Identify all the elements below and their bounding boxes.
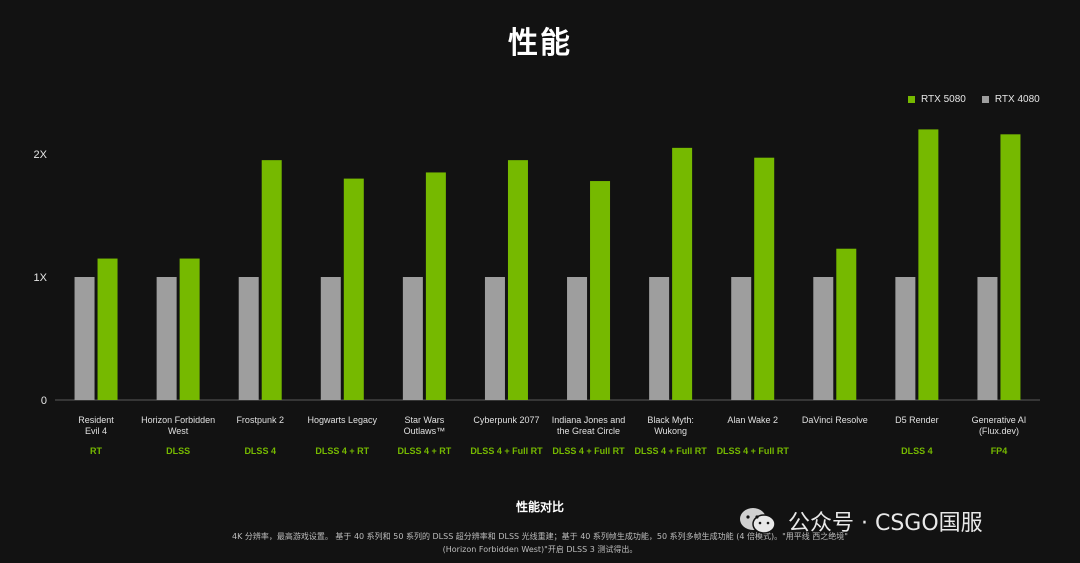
x-category-tag: DLSS 4 + RT [397, 446, 451, 456]
bar-rtx4080 [74, 277, 95, 400]
x-category-tag: DLSS 4 + RT [315, 446, 369, 456]
x-category-tag: DLSS 4 + Full RT [552, 446, 625, 456]
legend-item-rtx5080: RTX 5080 [908, 94, 966, 105]
legend-swatch-rtx5080 [908, 96, 915, 103]
footnote-line-2: (Horizon Forbidden West)"开启 DLSS 3 测试得出。 [442, 545, 638, 554]
bar-rtx5080 [590, 181, 611, 400]
wechat-icon [740, 508, 776, 534]
legend-label-rtx5080: RTX 5080 [921, 94, 966, 105]
x-category-label: Black Myth: [647, 415, 694, 425]
bar-rtx5080 [425, 172, 446, 400]
x-category-label: Outlaws™ [404, 426, 446, 436]
x-category-tag: DLSS 4 [244, 446, 276, 456]
x-category-label: Hogwarts Legacy [308, 415, 378, 425]
x-category-label: Indiana Jones and [552, 415, 626, 425]
x-category-label: Star Wars [405, 415, 445, 425]
bar-rtx5080 [179, 258, 200, 400]
x-category-tag: DLSS 4 [901, 446, 933, 456]
y-tick-label: 1X [34, 272, 48, 284]
chart-legend: RTX 5080 RTX 4080 [908, 94, 1040, 105]
x-category-tag: DLSS [166, 446, 190, 456]
bar-rtx5080 [754, 157, 775, 400]
y-tick-label: 0 [41, 395, 47, 407]
bar-rtx4080 [238, 277, 259, 400]
x-category-tag: RT [90, 446, 102, 456]
bar-rtx4080 [977, 277, 998, 400]
x-category-tag: DLSS 4 + Full RT [634, 446, 707, 456]
x-category-label: DaVinci Resolve [802, 415, 868, 425]
legend-swatch-rtx4080 [981, 96, 989, 103]
bar-rtx5080 [261, 160, 282, 400]
x-category-tag: DLSS 4 + Full RT [717, 446, 790, 456]
bar-rtx5080 [1000, 134, 1021, 400]
bar-rtx5080 [672, 147, 693, 400]
bar-rtx4080 [156, 277, 177, 400]
x-category-label: Cyberpunk 2077 [473, 415, 539, 425]
x-category-label: Frostpunk 2 [236, 415, 284, 425]
bar-rtx4080 [731, 277, 752, 400]
watermark: 公众号 · CSGO国服 [738, 505, 983, 537]
bar-rtx4080 [484, 277, 505, 400]
x-category-label: Resident [78, 415, 114, 425]
bar-rtx5080 [97, 258, 118, 400]
watermark-text: 公众号 · CSGO国服 [788, 511, 983, 536]
bar-rtx5080 [836, 248, 857, 400]
bar-rtx4080 [320, 277, 341, 400]
bar-rtx4080 [402, 277, 423, 400]
x-axis-title: 性能对比 [515, 500, 564, 514]
bar-rtx5080 [343, 178, 364, 400]
x-category-label: Evil 4 [85, 426, 107, 436]
bar-rtx5080 [918, 129, 939, 400]
x-category-label: West [168, 426, 189, 436]
bar-rtx4080 [649, 277, 670, 400]
y-tick-label: 2X [34, 149, 48, 161]
x-category-label: (Flux.dev) [979, 426, 1019, 436]
bar-rtx5080 [507, 160, 528, 400]
x-category-label: Horizon Forbidden [141, 415, 215, 425]
x-category-label: D5 Render [895, 415, 939, 425]
legend-item-rtx4080: RTX 4080 [981, 94, 1040, 105]
bar-rtx4080 [895, 277, 916, 400]
footnote-line-1: 4K 分辨率，最高游戏设置。 基于 40 系列和 50 系列的 DLSS 超分辨… [232, 532, 848, 541]
x-category-label: the Great Circle [557, 426, 620, 436]
x-category-tag: FP4 [991, 446, 1008, 456]
x-category-label: Wukong [654, 426, 687, 436]
x-category-tag: DLSS 4 + Full RT [470, 446, 543, 456]
bar-rtx4080 [567, 277, 588, 400]
footnote: 4K 分辨率，最高游戏设置。 基于 40 系列和 50 系列的 DLSS 超分辨… [150, 530, 930, 556]
x-category-label: Generative AI [972, 415, 1027, 425]
legend-label-rtx4080: RTX 4080 [994, 94, 1040, 105]
bar-rtx4080 [813, 277, 834, 400]
page-title: 性能 [508, 26, 572, 61]
x-category-label: Alan Wake 2 [727, 415, 778, 425]
